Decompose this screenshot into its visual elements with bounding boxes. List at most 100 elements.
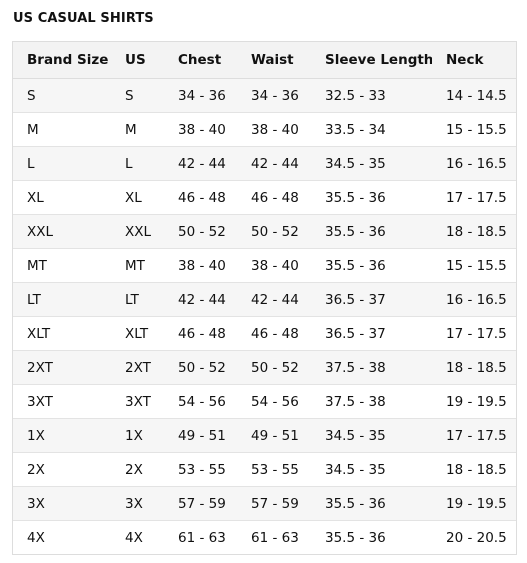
table-header: Brand Size US Chest Waist Sleeve Length …	[13, 42, 516, 79]
cell-brand-size: 3XT	[13, 384, 111, 419]
cell-sleeve-length: 35.5 - 36	[311, 486, 432, 521]
cell-brand-size: LT	[13, 282, 111, 317]
cell-brand-size: XL	[13, 180, 111, 215]
column-header-neck: Neck	[432, 42, 516, 79]
cell-waist: 50 - 52	[237, 214, 311, 249]
table-row: 3X 3X 57 - 59 57 - 59 35.5 - 36 19 - 19.5	[13, 486, 516, 521]
cell-waist: 46 - 48	[237, 316, 311, 351]
cell-chest: 54 - 56	[164, 384, 237, 419]
cell-sleeve-length: 36.5 - 37	[311, 316, 432, 351]
cell-us: S	[111, 78, 164, 113]
cell-waist: 38 - 40	[237, 248, 311, 283]
cell-waist: 46 - 48	[237, 180, 311, 215]
cell-waist: 49 - 51	[237, 418, 311, 453]
table-row: 2X 2X 53 - 55 53 - 55 34.5 - 35 18 - 18.5	[13, 452, 516, 487]
cell-waist: 38 - 40	[237, 112, 311, 147]
cell-sleeve-length: 35.5 - 36	[311, 214, 432, 249]
table-row: 1X 1X 49 - 51 49 - 51 34.5 - 35 17 - 17.5	[13, 418, 516, 453]
table-body: S S 34 - 36 34 - 36 32.5 - 33 14 - 14.5 M M 38 -…	[13, 78, 516, 554]
cell-us: LT	[111, 282, 164, 317]
cell-chest: 42 - 44	[164, 146, 237, 181]
size-table-container: Brand Size US Chest Waist Sleeve Length …	[12, 41, 517, 555]
cell-chest: 57 - 59	[164, 486, 237, 521]
cell-neck: 15 - 15.5	[432, 112, 516, 147]
cell-neck: 16 - 16.5	[432, 146, 516, 181]
table-row: LT LT 42 - 44 42 - 44 36.5 - 37 16 - 16.5	[13, 282, 516, 317]
column-header-us: US	[111, 42, 164, 79]
cell-neck: 20 - 20.5	[432, 520, 516, 554]
cell-neck: 18 - 18.5	[432, 350, 516, 385]
cell-chest: 38 - 40	[164, 248, 237, 283]
cell-chest: 50 - 52	[164, 214, 237, 249]
cell-us: M	[111, 112, 164, 147]
cell-waist: 34 - 36	[237, 78, 311, 113]
cell-sleeve-length: 33.5 - 34	[311, 112, 432, 147]
table-row: XXL XXL 50 - 52 50 - 52 35.5 - 36 18 - 18.5	[13, 214, 516, 249]
column-header-waist: Waist	[237, 42, 311, 79]
cell-chest: 53 - 55	[164, 452, 237, 487]
cell-sleeve-length: 35.5 - 36	[311, 520, 432, 554]
cell-neck: 18 - 18.5	[432, 214, 516, 249]
cell-neck: 17 - 17.5	[432, 316, 516, 351]
cell-sleeve-length: 37.5 - 38	[311, 384, 432, 419]
cell-brand-size: XLT	[13, 316, 111, 351]
table-row: L L 42 - 44 42 - 44 34.5 - 35 16 - 16.5	[13, 146, 516, 181]
table-row: XL XL 46 - 48 46 - 48 35.5 - 36 17 - 17.5	[13, 180, 516, 215]
cell-chest: 61 - 63	[164, 520, 237, 554]
cell-brand-size: M	[13, 112, 111, 147]
table-row: MT MT 38 - 40 38 - 40 35.5 - 36 15 - 15.5	[13, 248, 516, 283]
cell-waist: 50 - 52	[237, 350, 311, 385]
page-title: US CASUAL SHIRTS	[13, 11, 154, 26]
cell-chest: 38 - 40	[164, 112, 237, 147]
cell-brand-size: L	[13, 146, 111, 181]
cell-chest: 46 - 48	[164, 316, 237, 351]
cell-chest: 50 - 52	[164, 350, 237, 385]
cell-us: 2XT	[111, 350, 164, 385]
column-header-brand-size: Brand Size	[13, 42, 111, 79]
table-row: S S 34 - 36 34 - 36 32.5 - 33 14 - 14.5	[13, 78, 516, 113]
cell-sleeve-length: 34.5 - 35	[311, 146, 432, 181]
column-header-chest: Chest	[164, 42, 237, 79]
cell-chest: 34 - 36	[164, 78, 237, 113]
cell-us: L	[111, 146, 164, 181]
cell-us: 2X	[111, 452, 164, 487]
cell-brand-size: 2XT	[13, 350, 111, 385]
cell-brand-size: MT	[13, 248, 111, 283]
cell-waist: 61 - 63	[237, 520, 311, 554]
cell-sleeve-length: 35.5 - 36	[311, 180, 432, 215]
cell-waist: 42 - 44	[237, 146, 311, 181]
cell-neck: 17 - 17.5	[432, 418, 516, 453]
cell-sleeve-length: 35.5 - 36	[311, 248, 432, 283]
cell-neck: 19 - 19.5	[432, 486, 516, 521]
column-header-sleeve-length: Sleeve Length	[311, 42, 432, 79]
cell-waist: 53 - 55	[237, 452, 311, 487]
cell-brand-size: 1X	[13, 418, 111, 453]
cell-sleeve-length: 34.5 - 35	[311, 418, 432, 453]
size-table: Brand Size US Chest Waist Sleeve Length …	[13, 42, 516, 554]
cell-us: XXL	[111, 214, 164, 249]
cell-chest: 42 - 44	[164, 282, 237, 317]
cell-us: MT	[111, 248, 164, 283]
cell-brand-size: XXL	[13, 214, 111, 249]
cell-sleeve-length: 36.5 - 37	[311, 282, 432, 317]
table-row: XLT XLT 46 - 48 46 - 48 36.5 - 37 17 - 17.5	[13, 316, 516, 351]
cell-us: XLT	[111, 316, 164, 351]
cell-sleeve-length: 34.5 - 35	[311, 452, 432, 487]
cell-waist: 42 - 44	[237, 282, 311, 317]
table-row: M M 38 - 40 38 - 40 33.5 - 34 15 - 15.5	[13, 112, 516, 147]
cell-waist: 57 - 59	[237, 486, 311, 521]
cell-neck: 15 - 15.5	[432, 248, 516, 283]
cell-neck: 16 - 16.5	[432, 282, 516, 317]
cell-brand-size: 2X	[13, 452, 111, 487]
cell-sleeve-length: 32.5 - 33	[311, 78, 432, 113]
cell-neck: 17 - 17.5	[432, 180, 516, 215]
cell-neck: 19 - 19.5	[432, 384, 516, 419]
cell-us: XL	[111, 180, 164, 215]
table-row: 3XT 3XT 54 - 56 54 - 56 37.5 - 38 19 - 19.5	[13, 384, 516, 419]
cell-brand-size: 4X	[13, 520, 111, 554]
table-row: 4X 4X 61 - 63 61 - 63 35.5 - 36 20 - 20.5	[13, 520, 516, 554]
cell-brand-size: 3X	[13, 486, 111, 521]
cell-us: 4X	[111, 520, 164, 554]
cell-neck: 18 - 18.5	[432, 452, 516, 487]
